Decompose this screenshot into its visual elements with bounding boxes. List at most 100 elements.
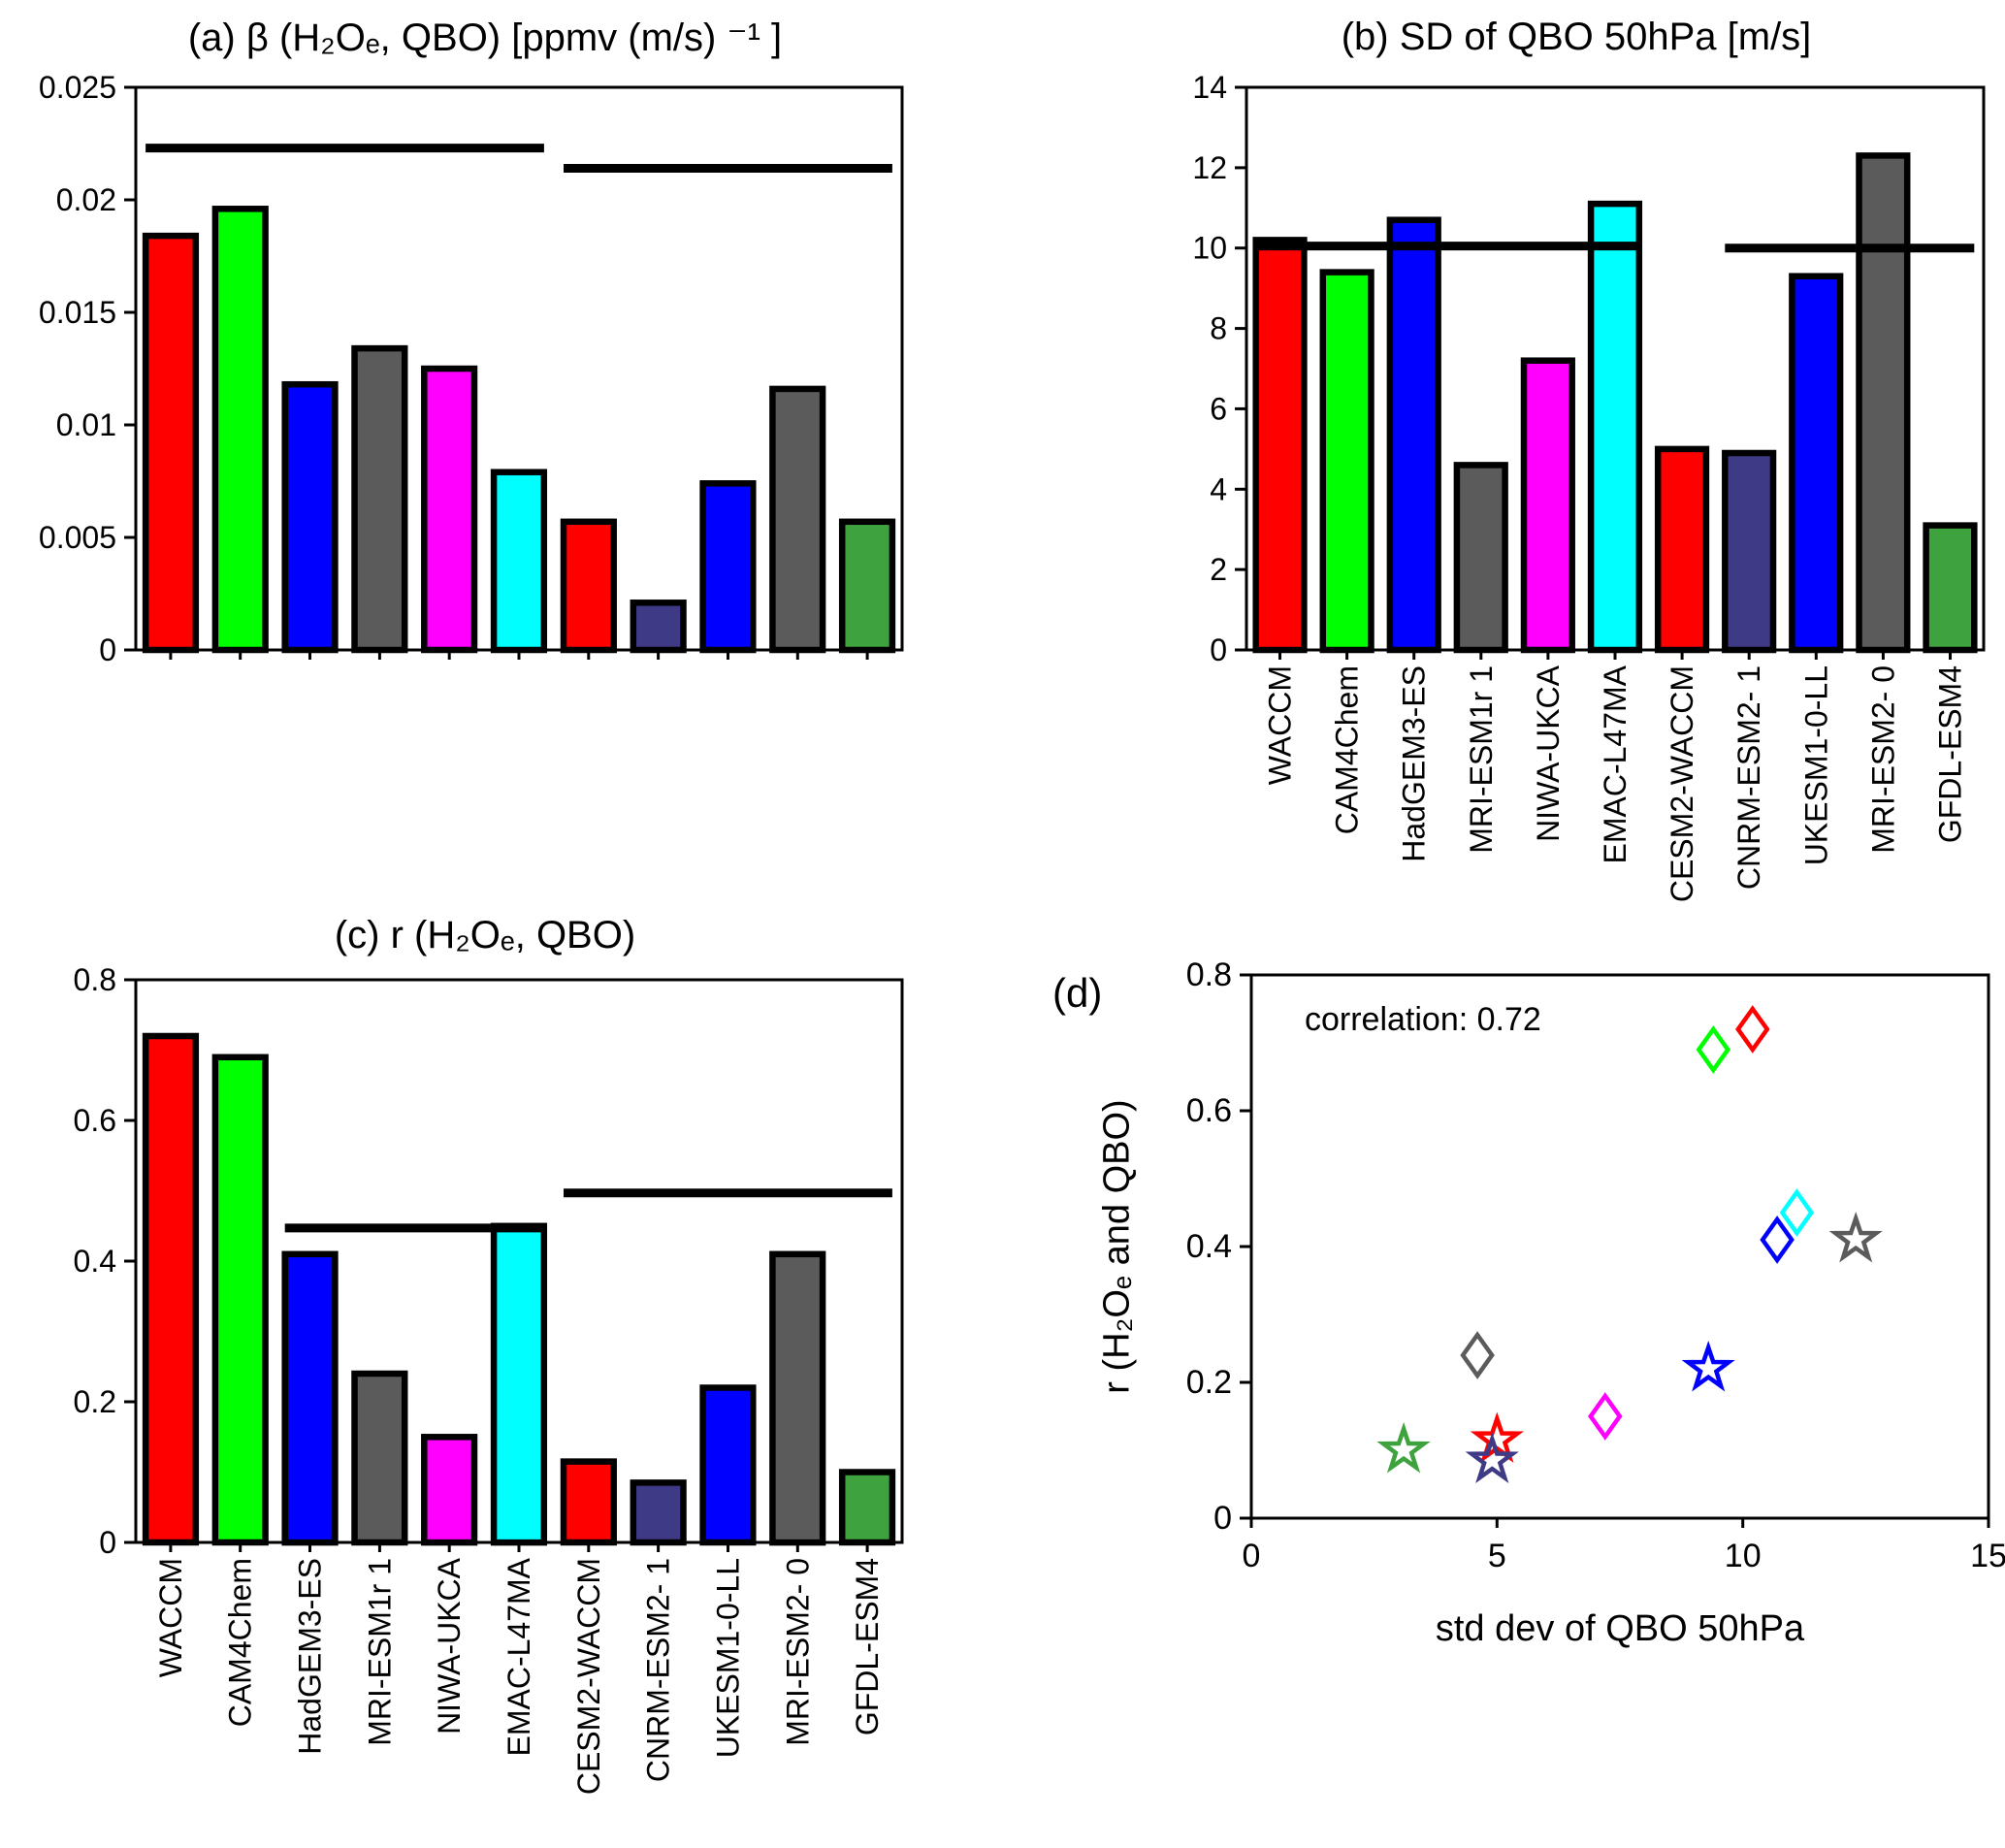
bar-EMAC-L47MA [490, 1222, 548, 1546]
x-tick-label: 15 [1970, 1538, 2005, 1574]
x-tick-label-CESM2-WACCM: CESM2-WACCM [1665, 665, 1699, 902]
y-tick-label: 0.6 [74, 1103, 116, 1138]
x-tick-label-CAM4Chem: CAM4Chem [1330, 665, 1365, 834]
y-tick-label: 0.02 [56, 182, 116, 217]
bar-WACCM [1252, 237, 1308, 654]
x-tick-label-MRI-ESM1r 1: MRI-ESM1r 1 [362, 1558, 397, 1746]
x-tick-label-UKESM1-0-LL: UKESM1-0-LL [1798, 665, 1833, 865]
bar-UKESM1-0-LL [699, 480, 757, 654]
marker-diamond-EMAC-L47MA [1779, 1188, 1815, 1237]
x-tick-label-CESM2-WACCM: CESM2-WACCM [571, 1558, 606, 1795]
y-tick-label: 12 [1192, 150, 1227, 185]
y-tick-label: 0.01 [56, 407, 116, 442]
marker-diamond-NIWA-UKCA [1588, 1392, 1623, 1441]
y-tick-label: 10 [1192, 231, 1227, 266]
marker-star-GFDL-ESM4 [1376, 1421, 1431, 1474]
bar-CAM4Chem [1319, 269, 1374, 654]
x-tick-label-WACCM: WACCM [1263, 665, 1298, 785]
bar-MRI-ESM2- 0 [769, 1250, 826, 1546]
panel-c-chart: 0 0.2 0.4 0.6 0.8 WACCM CAM4Chem HadGEM3-ES MRI-… [74, 962, 904, 1795]
bar-GFDL-ESM4 [1923, 522, 1978, 654]
y-tick-label: 6 [1210, 391, 1227, 426]
y-tick-label: 0 [99, 1525, 116, 1560]
x-tick-label-GFDL-ESM4: GFDL-ESM4 [850, 1558, 885, 1735]
bar-CAM4Chem [211, 1054, 269, 1546]
panel-a-title: (a) β (H₂Oₑ, QBO) [ppmv (m/s) ⁻¹ ] [187, 16, 783, 59]
bar-CNRM-ESM2- 1 [630, 600, 687, 654]
bar-MRI-ESM1r 1 [351, 1370, 408, 1546]
bar-CESM2-WACCM [1654, 445, 1710, 654]
bar-MRI-ESM2- 0 [769, 385, 826, 654]
y-tick-label: 8 [1210, 311, 1227, 346]
marker-diamond-HadGEM3-ES [1760, 1216, 1795, 1264]
bar-HadGEM3-ES [281, 380, 339, 654]
panel-d-x-axis-label: std dev of QBO 50hPa [1435, 1608, 1805, 1649]
bar-MRI-ESM2- 0 [1856, 152, 1911, 654]
y-tick-label: 14 [1192, 70, 1227, 105]
x-tick-label-MRI-ESM2- 0: MRI-ESM2- 0 [1865, 665, 1900, 854]
x-tick-label-NIWA-UKCA: NIWA-UKCA [432, 1557, 467, 1735]
correlation-annotation: correlation: 0.72 [1305, 1001, 1541, 1038]
x-tick-label: 10 [1725, 1538, 1762, 1574]
x-tick-label-EMAC-L47MA: EMAC-L47MA [501, 1557, 536, 1756]
x-tick-label-MRI-ESM1r 1: MRI-ESM1r 1 [1464, 665, 1499, 854]
panel-d-label: (d) [1052, 970, 1103, 1016]
bar-WACCM [142, 232, 200, 654]
panel-d-chart: 0 5 10 15 0 0.2 0.4 0.6 0.8 [1186, 956, 2005, 1574]
bar-CNRM-ESM2- 1 [630, 1479, 687, 1546]
bar-CAM4Chem [211, 206, 269, 654]
panel-b-title: (b) SD of QBO 50hPa [m/s] [1341, 16, 1812, 58]
bar-UKESM1-0-LL [1789, 273, 1844, 654]
marker-star-CNRM-ESM2- 1 [1465, 1432, 1519, 1484]
x-tick-label-WACCM: WACCM [153, 1558, 188, 1677]
bar-NIWA-UKCA [421, 1434, 478, 1546]
bar-EMAC-L47MA [490, 469, 548, 654]
bar-HadGEM3-ES [281, 1250, 339, 1546]
y-tick-label: 0.6 [1186, 1092, 1232, 1129]
panel-b-chart: 0 2 4 6 8 10 12 14 WACCM CAM4Chem HadGEM3-ES MRI-ES… [1192, 70, 1986, 902]
y-tick-label: 0.005 [39, 520, 116, 555]
x-tick-label-NIWA-UKCA: NIWA-UKCA [1531, 665, 1566, 842]
bar-CESM2-WACCM [560, 1458, 617, 1546]
marker-diamond-WACCM [1735, 1005, 1770, 1054]
x-tick-label-EMAC-L47MA: EMAC-L47MA [1598, 665, 1633, 863]
y-tick-label: 4 [1210, 471, 1227, 506]
marker-diamond-MRI-ESM1r 1 [1460, 1331, 1495, 1379]
bar-CESM2-WACCM [560, 518, 617, 654]
panel-a-chart: 0 0.005 0.01 0.015 0.02 0.025 [39, 70, 904, 667]
x-tick-label-UKESM1-0-LL: UKESM1-0-LL [711, 1558, 746, 1758]
y-tick-label: 0.015 [39, 295, 116, 330]
bar-MRI-ESM1r 1 [1453, 462, 1508, 654]
y-tick-label: 0.025 [39, 70, 116, 105]
bar-UKESM1-0-LL [699, 1384, 757, 1546]
x-tick-label-CNRM-ESM2- 1: CNRM-ESM2- 1 [641, 1558, 676, 1782]
bar-GFDL-ESM4 [838, 1469, 896, 1546]
bar-EMAC-L47MA [1587, 200, 1643, 654]
bar-CNRM-ESM2- 1 [1722, 449, 1777, 654]
y-tick-label: 0.4 [74, 1244, 116, 1279]
x-tick-label-CNRM-ESM2- 1: CNRM-ESM2- 1 [1731, 665, 1766, 890]
x-tick-label: 5 [1488, 1538, 1506, 1574]
axes-box [1249, 973, 1990, 1520]
x-tick-label-GFDL-ESM4: GFDL-ESM4 [1933, 665, 1968, 843]
bar-NIWA-UKCA [421, 365, 478, 654]
bar-HadGEM3-ES [1386, 216, 1441, 654]
x-tick-label-CAM4Chem: CAM4Chem [223, 1558, 258, 1727]
y-tick-label: 0 [1213, 1500, 1232, 1537]
bar-GFDL-ESM4 [838, 518, 896, 654]
x-tick-label-MRI-ESM2- 0: MRI-ESM2- 0 [780, 1558, 815, 1746]
panel-c-title: (c) r (H₂Oₑ, QBO) [334, 914, 636, 956]
bar-MRI-ESM1r 1 [351, 344, 408, 654]
x-tick-label-HadGEM3-ES: HadGEM3-ES [1397, 665, 1432, 862]
y-tick-label: 0.8 [74, 962, 116, 997]
y-tick-label: 0.2 [1186, 1364, 1232, 1401]
y-tick-label: 0.8 [1186, 956, 1232, 993]
y-tick-label: 0.4 [1186, 1228, 1232, 1265]
y-tick-label: 0.2 [74, 1384, 116, 1419]
bar-WACCM [142, 1032, 200, 1546]
x-tick-label-HadGEM3-ES: HadGEM3-ES [293, 1558, 328, 1755]
y-tick-label: 0 [1210, 632, 1227, 667]
marker-star-MRI-ESM2- 0 [1828, 1212, 1883, 1263]
marker-diamond-CAM4Chem [1696, 1025, 1731, 1074]
